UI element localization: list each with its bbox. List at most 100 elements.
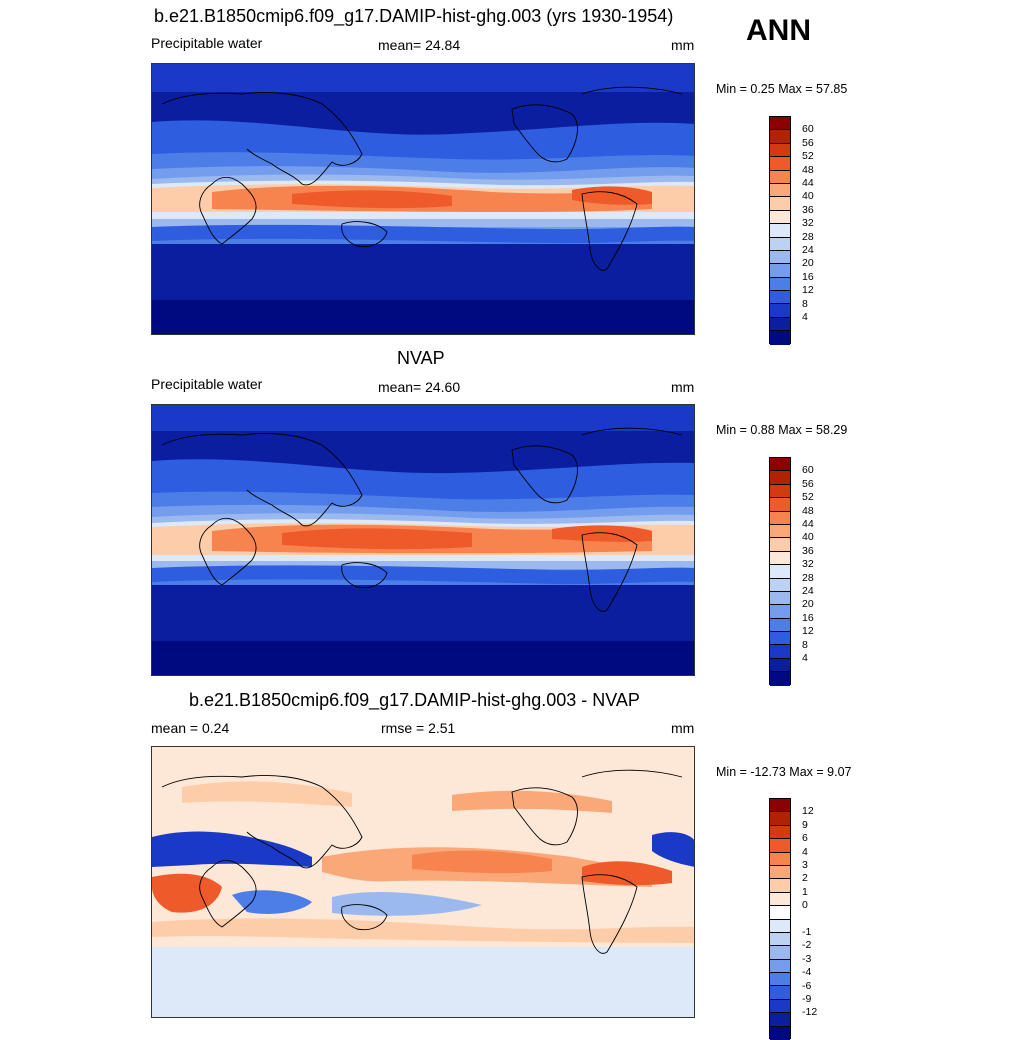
colorbar-swatch [770, 919, 790, 933]
colorbar-tick-label: 52 [802, 150, 814, 163]
colorbar-tick-label: -9 [802, 993, 812, 1005]
colorbar-swatch [770, 825, 790, 840]
colorbar-tick-label: -6 [802, 979, 812, 992]
panel3-colorbar [769, 798, 791, 1040]
colorbar-swatch [770, 632, 790, 646]
colorbar-swatch [770, 812, 790, 826]
colorbar-tick-label: 9 [802, 818, 808, 831]
colorbar-tick-label: 36 [802, 203, 814, 216]
panel3-map [151, 746, 695, 1018]
colorbar-swatch [770, 892, 790, 907]
colorbar-swatch [770, 157, 790, 171]
colorbar-tick-label: -4 [802, 966, 812, 979]
colorbar-tick-label: 20 [802, 257, 814, 270]
colorbar-tick-label: 40 [802, 531, 814, 544]
colorbar-swatch [770, 117, 790, 131]
panel1-colorbar [769, 116, 791, 345]
colorbar-swatch [770, 618, 790, 633]
colorbar-tick-label: 48 [802, 163, 814, 176]
colorbar-tick-label: -1 [802, 926, 812, 938]
colorbar-tick-label: 0 [802, 899, 808, 912]
colorbar-swatch [770, 658, 790, 673]
colorbar-swatch [770, 237, 790, 251]
colorbar-tick-label: 12 [802, 805, 814, 818]
colorbar-tick-label: 60 [802, 123, 814, 136]
colorbar-swatch [770, 170, 790, 184]
colorbar-tick-label: 44 [802, 177, 814, 189]
colorbar-tick-label: 3 [802, 859, 808, 871]
panel3-rmse: rmse = 2.51 [381, 720, 456, 736]
colorbar-swatch [770, 959, 790, 974]
colorbar-swatch [770, 183, 790, 198]
panel3-mean: mean = 0.24 [151, 720, 230, 736]
panel2-title: NVAP [397, 348, 445, 368]
colorbar-swatch [770, 578, 790, 592]
colorbar-swatch [770, 224, 790, 238]
panel3-units: mm [671, 720, 695, 736]
panel1-map [151, 63, 695, 335]
colorbar-swatch [770, 317, 790, 332]
colorbar-tick-label: 28 [802, 571, 814, 584]
colorbar-tick-label: 20 [802, 598, 814, 611]
colorbar-swatch [770, 511, 790, 525]
colorbar-swatch [770, 645, 790, 659]
colorbar-swatch [770, 331, 790, 345]
colorbar-tick-label: 4 [802, 311, 808, 323]
panel2-units: mm [671, 379, 695, 395]
panel1-title: b.e21.B1850cmip6.f09_g17.DAMIP-hist-ghg.… [154, 6, 674, 26]
colorbar-tick-label: 24 [802, 244, 814, 256]
colorbar-swatch [770, 277, 790, 292]
colorbar-tick-label: 12 [802, 625, 814, 638]
colorbar-tick-label: 56 [802, 477, 814, 490]
colorbar-swatch [770, 906, 790, 920]
colorbar-tick-label: 24 [802, 585, 814, 597]
colorbar-swatch [770, 524, 790, 539]
colorbar-tick-label: 8 [802, 638, 808, 651]
colorbar-tick-label: 6 [802, 832, 808, 845]
colorbar-tick-label: -2 [802, 939, 812, 952]
colorbar-swatch [770, 605, 790, 619]
colorbar-tick-label: 8 [802, 297, 808, 310]
colorbar-tick-label: 44 [802, 518, 814, 530]
colorbar-swatch [770, 210, 790, 225]
panel2-variable: Precipitable water [151, 376, 263, 392]
colorbar-swatch [770, 672, 790, 686]
colorbar-swatch [770, 197, 790, 211]
colorbar-swatch [770, 1013, 790, 1027]
colorbar-swatch [770, 130, 790, 144]
colorbar-swatch [770, 291, 790, 305]
panel2-minmax: Min = 0.88 Max = 58.29 [716, 423, 848, 437]
colorbar-swatch [770, 879, 790, 893]
colorbar-swatch [770, 1026, 790, 1040]
season-label: ANN [746, 14, 811, 47]
panel3-title: b.e21.B1850cmip6.f09_g17.DAMIP-hist-ghg.… [189, 690, 640, 710]
panel1-minmax: Min = 0.25 Max = 57.85 [716, 82, 848, 96]
colorbar-tick-label: 16 [802, 270, 814, 283]
colorbar-tick-label: 48 [802, 504, 814, 517]
colorbar-swatch [770, 304, 790, 318]
colorbar-swatch [770, 250, 790, 265]
colorbar-swatch [770, 865, 790, 880]
colorbar-tick-label: 4 [802, 845, 808, 858]
colorbar-swatch [770, 932, 790, 947]
colorbar-swatch [770, 973, 790, 987]
colorbar-tick-label: 36 [802, 544, 814, 557]
colorbar-tick-label: -12 [802, 1006, 818, 1019]
colorbar-tick-label: 52 [802, 491, 814, 504]
colorbar-swatch [770, 839, 790, 853]
colorbar-tick-label: 32 [802, 558, 814, 571]
colorbar-swatch [770, 551, 790, 566]
colorbar-tick-label: -3 [802, 952, 812, 965]
colorbar-swatch [770, 498, 790, 512]
colorbar-tick-label: 12 [802, 284, 814, 297]
colorbar-swatch [770, 143, 790, 158]
colorbar-tick-label: 16 [802, 611, 814, 624]
panel2-colorbar [769, 457, 791, 686]
colorbar-swatch [770, 565, 790, 579]
colorbar-tick-label: 60 [802, 464, 814, 477]
colorbar-swatch [770, 264, 790, 278]
panel2-mean: mean= 24.60 [378, 379, 461, 395]
colorbar-swatch [770, 458, 790, 472]
colorbar-swatch [770, 986, 790, 1000]
colorbar-swatch [770, 471, 790, 485]
